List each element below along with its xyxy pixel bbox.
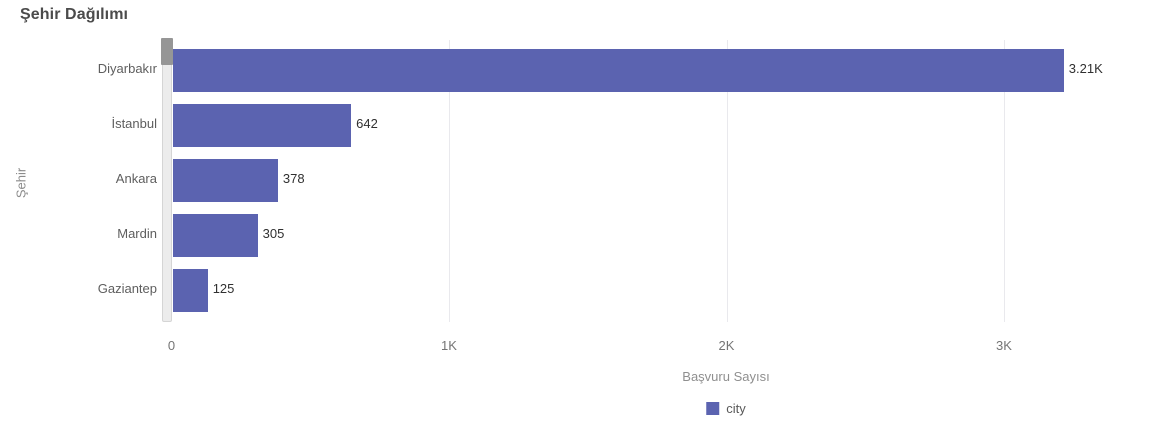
- category-label[interactable]: Gaziantep: [97, 281, 157, 296]
- value-label: 305: [262, 226, 285, 241]
- bar[interactable]: [173, 213, 258, 257]
- value-label: 3.21K: [1068, 61, 1103, 76]
- value-label: 125: [212, 281, 235, 296]
- category-label[interactable]: Mardin: [117, 226, 157, 241]
- gridline: [726, 40, 728, 322]
- gridline: [449, 40, 450, 322]
- scrollbar-thumb[interactable]: [161, 38, 173, 65]
- legend-item-city[interactable]: city: [706, 401, 746, 416]
- value-label: 378: [282, 171, 305, 186]
- x-tick-label: 1K: [441, 338, 457, 353]
- y-axis-title: Şehir: [13, 167, 29, 199]
- chart-title: Şehir Dağılımı: [20, 6, 129, 23]
- bar[interactable]: [173, 103, 352, 147]
- bar[interactable]: [173, 48, 1064, 92]
- category-label[interactable]: İstanbul: [111, 116, 157, 131]
- bar[interactable]: [173, 268, 208, 312]
- x-axis-title: Başvuru Sayısı: [682, 369, 770, 384]
- x-tick-label: 0: [167, 338, 176, 353]
- category-label[interactable]: Diyarbakır: [97, 61, 157, 76]
- gridline: [1004, 40, 1005, 322]
- legend-label: city: [726, 401, 746, 416]
- legend-color-swatch: [706, 402, 720, 415]
- bar[interactable]: [173, 158, 278, 202]
- x-tick-label: 2K: [718, 338, 735, 353]
- value-label: 642: [356, 116, 378, 131]
- x-tick-label: 3K: [996, 338, 1012, 353]
- category-label[interactable]: Ankara: [115, 171, 157, 186]
- scrollbar-track[interactable]: [162, 40, 172, 322]
